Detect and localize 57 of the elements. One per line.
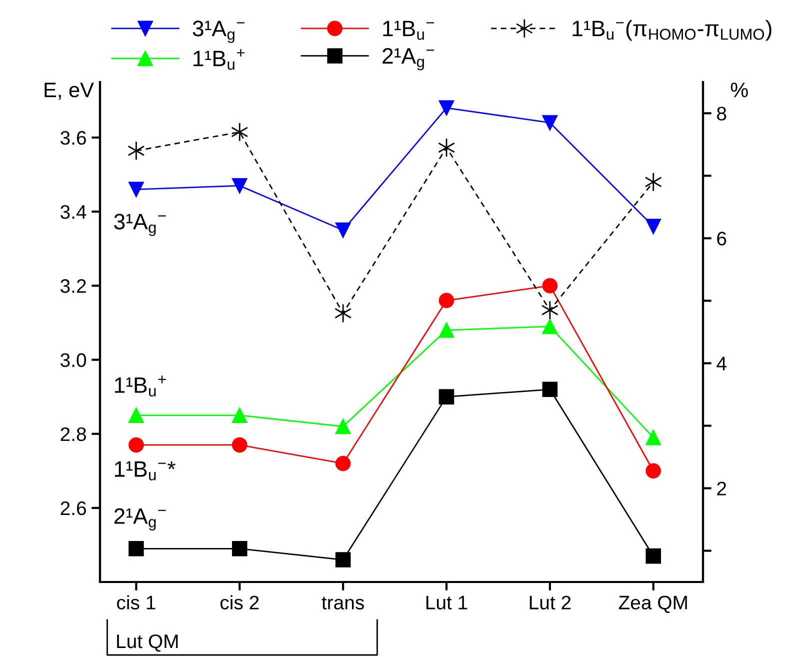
y-tick-label: 3.2 bbox=[60, 279, 86, 293]
legend-label: 1¹B$_{u}$$^{+}$ bbox=[194, 48, 245, 70]
point bbox=[542, 382, 558, 398]
point bbox=[541, 300, 558, 320]
point bbox=[128, 437, 144, 453]
point bbox=[334, 304, 352, 323]
point bbox=[232, 541, 248, 556]
point bbox=[646, 430, 661, 446]
x-tick-label: cis 2 bbox=[220, 595, 259, 610]
legend-label: 1¹B$_{u}$$^{−}$ bbox=[383, 20, 434, 40]
legend-label: 1¹B$_{u}$$^{−}$(π$_{HOMO}$-π$_{LUMO}$) bbox=[572, 20, 772, 41]
y2-tick-label: 4 bbox=[716, 356, 726, 370]
point bbox=[335, 222, 351, 238]
point bbox=[335, 552, 351, 568]
y-tick-label: 3.0 bbox=[60, 353, 86, 368]
point bbox=[438, 389, 454, 404]
point bbox=[542, 278, 558, 294]
legend-label: 2¹A$_{g}$$^{−}$ bbox=[382, 48, 434, 70]
point bbox=[438, 292, 454, 308]
y-tick-label: 2.8 bbox=[60, 427, 86, 442]
point bbox=[646, 463, 661, 479]
x-tick-label: Lut 2 bbox=[530, 596, 571, 610]
x-tick-label: cis 1 bbox=[117, 595, 156, 610]
point bbox=[438, 322, 454, 338]
y-tick-label: 3.6 bbox=[60, 131, 86, 145]
point bbox=[128, 408, 144, 423]
point bbox=[232, 408, 248, 423]
annotation: 1¹B$_{u}$$^{+}$ bbox=[114, 376, 166, 396]
y-tick-label: 2.6 bbox=[60, 501, 86, 516]
point bbox=[644, 172, 662, 192]
point bbox=[128, 141, 145, 160]
y2-axis-title: % bbox=[730, 82, 748, 98]
y-axis-title: E, eV bbox=[44, 82, 94, 100]
y2-tick-label: 6 bbox=[717, 232, 726, 246]
annotation: 3¹A$_{g}$$^{−}$ bbox=[114, 214, 166, 236]
point bbox=[646, 548, 661, 564]
point bbox=[646, 218, 661, 234]
annotation: 2¹A$_{g}$$^{−}$ bbox=[114, 508, 166, 531]
point bbox=[232, 178, 248, 194]
point bbox=[542, 115, 558, 130]
y2-tick-label: 2 bbox=[717, 482, 726, 496]
y2-tick-label: 8 bbox=[717, 106, 726, 120]
y-tick-label: 3.4 bbox=[60, 205, 86, 219]
point bbox=[542, 318, 558, 334]
x-tick-label: Lut 1 bbox=[426, 596, 468, 610]
x-tick-label: trans bbox=[322, 596, 364, 610]
point bbox=[335, 456, 351, 472]
point bbox=[128, 182, 144, 198]
point bbox=[335, 418, 351, 434]
text: Lut QM bbox=[117, 634, 178, 652]
legend-label: 3¹A$_{g}$$^{−}$ bbox=[192, 20, 245, 43]
annotation: 1¹B$_{u}$$^{−}$* bbox=[114, 461, 176, 480]
point bbox=[438, 100, 454, 116]
point bbox=[232, 437, 248, 453]
point bbox=[231, 122, 248, 142]
point bbox=[128, 541, 144, 556]
x-tick-label: Zea QM bbox=[618, 596, 687, 613]
